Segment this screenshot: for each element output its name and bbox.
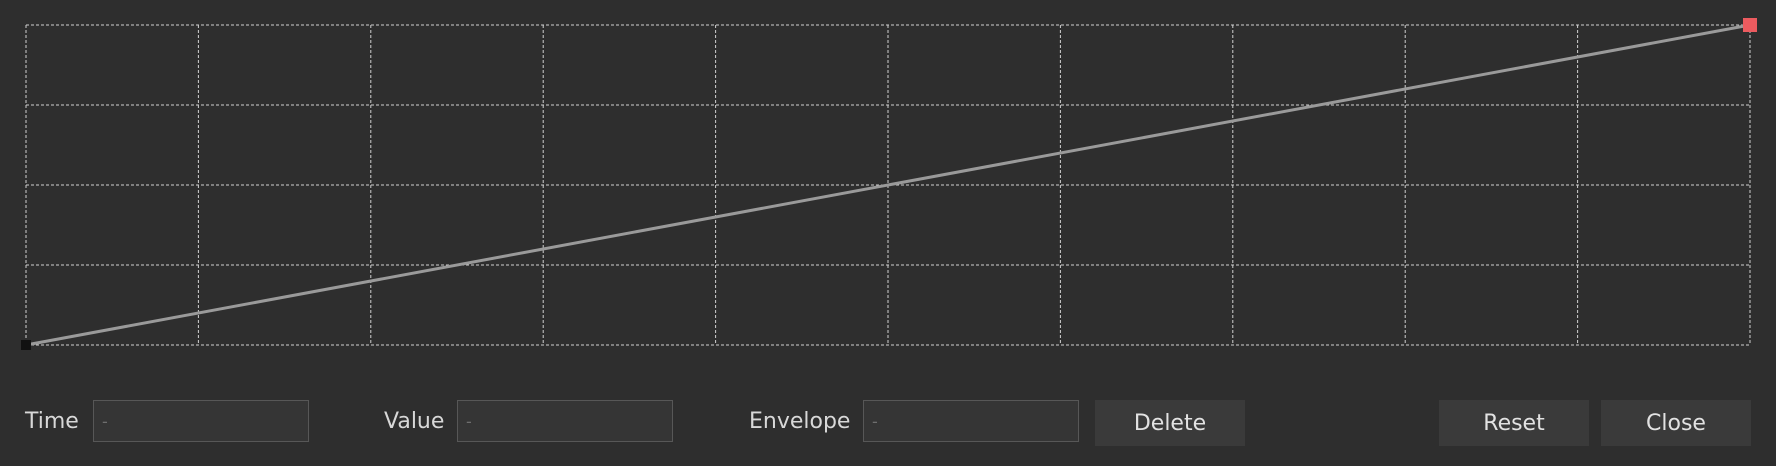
- envelope-graph-canvas[interactable]: [0, 0, 1776, 370]
- envelope-point-selected[interactable]: [1743, 18, 1757, 32]
- delete-button[interactable]: Delete: [1095, 400, 1245, 446]
- value-label: Value: [384, 409, 445, 434]
- envelope-graph[interactable]: [0, 0, 1776, 370]
- envelope-controls: Time Value Envelope Delete Reset Close: [0, 400, 1776, 448]
- close-button[interactable]: Close: [1601, 400, 1751, 446]
- envelope-input[interactable]: [863, 400, 1079, 442]
- time-input[interactable]: [93, 400, 309, 442]
- time-label: Time: [25, 409, 79, 434]
- reset-button[interactable]: Reset: [1439, 400, 1589, 446]
- envelope-point[interactable]: [21, 340, 31, 350]
- envelope-label: Envelope: [749, 409, 851, 434]
- value-input[interactable]: [457, 400, 673, 442]
- envelope-line: [25, 23, 1751, 347]
